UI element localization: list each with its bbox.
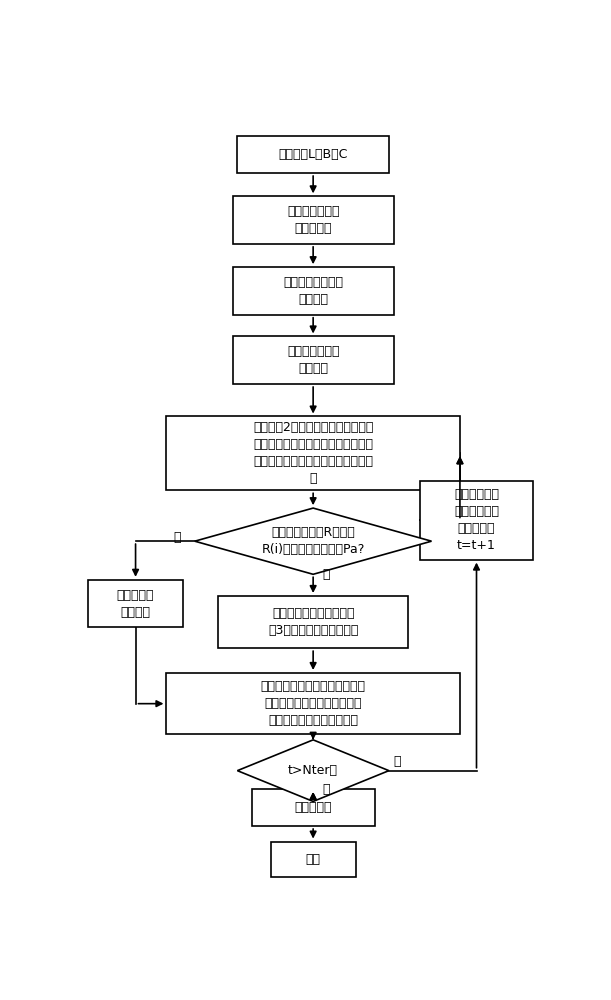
FancyBboxPatch shape [233, 196, 393, 244]
Text: 按公式（2）更新解集，保留更新前
后两个解集中对应较优者，记录此时
的最优适应度、最优鸟巢位置和最优
解: 按公式（2）更新解集，保留更新前 后两个解集中对应较优者，记录此时 的最优适应度… [253, 421, 373, 485]
Text: 将对应的鸟巢位置按公式
（3）产生新鸟巢位置替代: 将对应的鸟巢位置按公式 （3）产生新鸟巢位置替代 [268, 607, 358, 637]
Text: 保留对应的
鸟巢位置: 保留对应的 鸟巢位置 [117, 589, 155, 619]
FancyBboxPatch shape [166, 416, 460, 490]
FancyBboxPatch shape [252, 789, 375, 826]
Text: 否: 否 [393, 755, 401, 768]
Text: t>Nter？: t>Nter？ [288, 764, 338, 777]
FancyBboxPatch shape [237, 136, 389, 173]
Text: 确定优化维数和
适应度函数: 确定优化维数和 适应度函数 [287, 205, 339, 235]
FancyBboxPatch shape [166, 673, 460, 734]
Text: 计算适应度值，
选出最优: 计算适应度值， 选出最优 [287, 345, 339, 375]
Text: 输出最优解: 输出最优解 [295, 801, 332, 814]
Text: 用此代鸟巢位
置作为下代初
始鸟巢位置
t=t+1: 用此代鸟巢位 置作为下代初 始鸟巢位置 t=t+1 [454, 488, 499, 552]
FancyBboxPatch shape [219, 596, 408, 648]
Polygon shape [237, 740, 389, 801]
FancyBboxPatch shape [88, 580, 183, 627]
Text: 否: 否 [173, 531, 181, 544]
FancyBboxPatch shape [271, 842, 356, 877]
Text: 产生一组随机数R，判断
R(i)是否大于发现概率Pa?: 产生一组随机数R，判断 R(i)是否大于发现概率Pa? [262, 526, 365, 556]
Polygon shape [195, 508, 431, 574]
FancyBboxPatch shape [233, 336, 393, 384]
Text: 初始化种群，设定
相关参数: 初始化种群，设定 相关参数 [283, 276, 343, 306]
Text: 是: 是 [323, 783, 330, 796]
Text: 结束: 结束 [306, 853, 321, 866]
FancyBboxPatch shape [420, 481, 533, 560]
Text: 是: 是 [323, 568, 330, 581]
FancyBboxPatch shape [233, 267, 393, 315]
Text: 获得矩阵L、B、C: 获得矩阵L、B、C [279, 148, 348, 161]
Text: 保留更新前后两个解集中对应较
优者，记录此时的最优适应度
值、最优鸟巢位置和最优解: 保留更新前后两个解集中对应较 优者，记录此时的最优适应度 值、最优鸟巢位置和最优… [261, 680, 365, 727]
